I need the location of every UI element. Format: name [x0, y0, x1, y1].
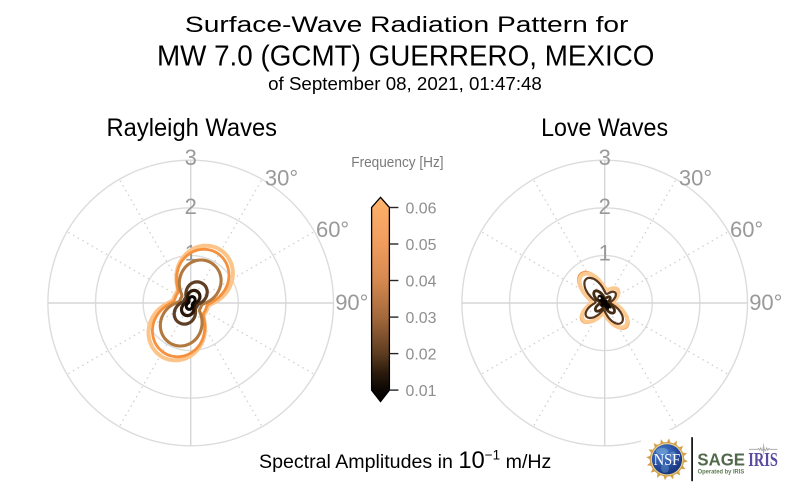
svg-text:90°: 90°	[749, 290, 782, 315]
svg-text:IRIS: IRIS	[748, 449, 778, 471]
svg-text:MW 7.0 (GCMT) GUERRERO, MEXICO: MW 7.0 (GCMT) GUERRERO, MEXICO	[157, 41, 655, 73]
svg-text:1: 1	[599, 241, 611, 266]
svg-text:0.02: 0.02	[406, 347, 437, 364]
svg-text:3: 3	[599, 145, 611, 170]
svg-text:SAGE: SAGE	[697, 450, 745, 470]
svg-text:60°: 60°	[730, 217, 763, 242]
svg-text:2: 2	[185, 194, 197, 219]
svg-text:0.03: 0.03	[406, 310, 437, 327]
svg-text:Operated by IRIS: Operated by IRIS	[698, 469, 745, 476]
svg-text:0.04: 0.04	[406, 273, 437, 290]
svg-text:0.01: 0.01	[406, 383, 437, 400]
svg-text:3: 3	[185, 145, 197, 170]
svg-text:60°: 60°	[316, 217, 349, 242]
svg-text:0.05: 0.05	[406, 237, 437, 254]
svg-text:90°: 90°	[335, 290, 368, 315]
svg-text:30°: 30°	[679, 166, 712, 191]
svg-text:30°: 30°	[265, 166, 298, 191]
svg-text:Rayleigh Waves: Rayleigh Waves	[107, 115, 278, 142]
svg-text:Surface-Wave Radiation Pattern: Surface-Wave Radiation Pattern for	[185, 12, 629, 37]
svg-text:NSF: NSF	[654, 450, 680, 469]
svg-text:of September 08, 2021, 01:47:4: of September 08, 2021, 01:47:48	[268, 74, 542, 94]
svg-text:0.06: 0.06	[406, 200, 437, 217]
svg-text:Frequency [Hz]: Frequency [Hz]	[351, 155, 443, 171]
svg-text:Love Waves: Love Waves	[541, 115, 668, 142]
svg-text:2: 2	[599, 194, 611, 219]
svg-text:Spectral Amplitudes in 10−1 m/: Spectral Amplitudes in 10−1 m/Hz	[259, 447, 551, 474]
